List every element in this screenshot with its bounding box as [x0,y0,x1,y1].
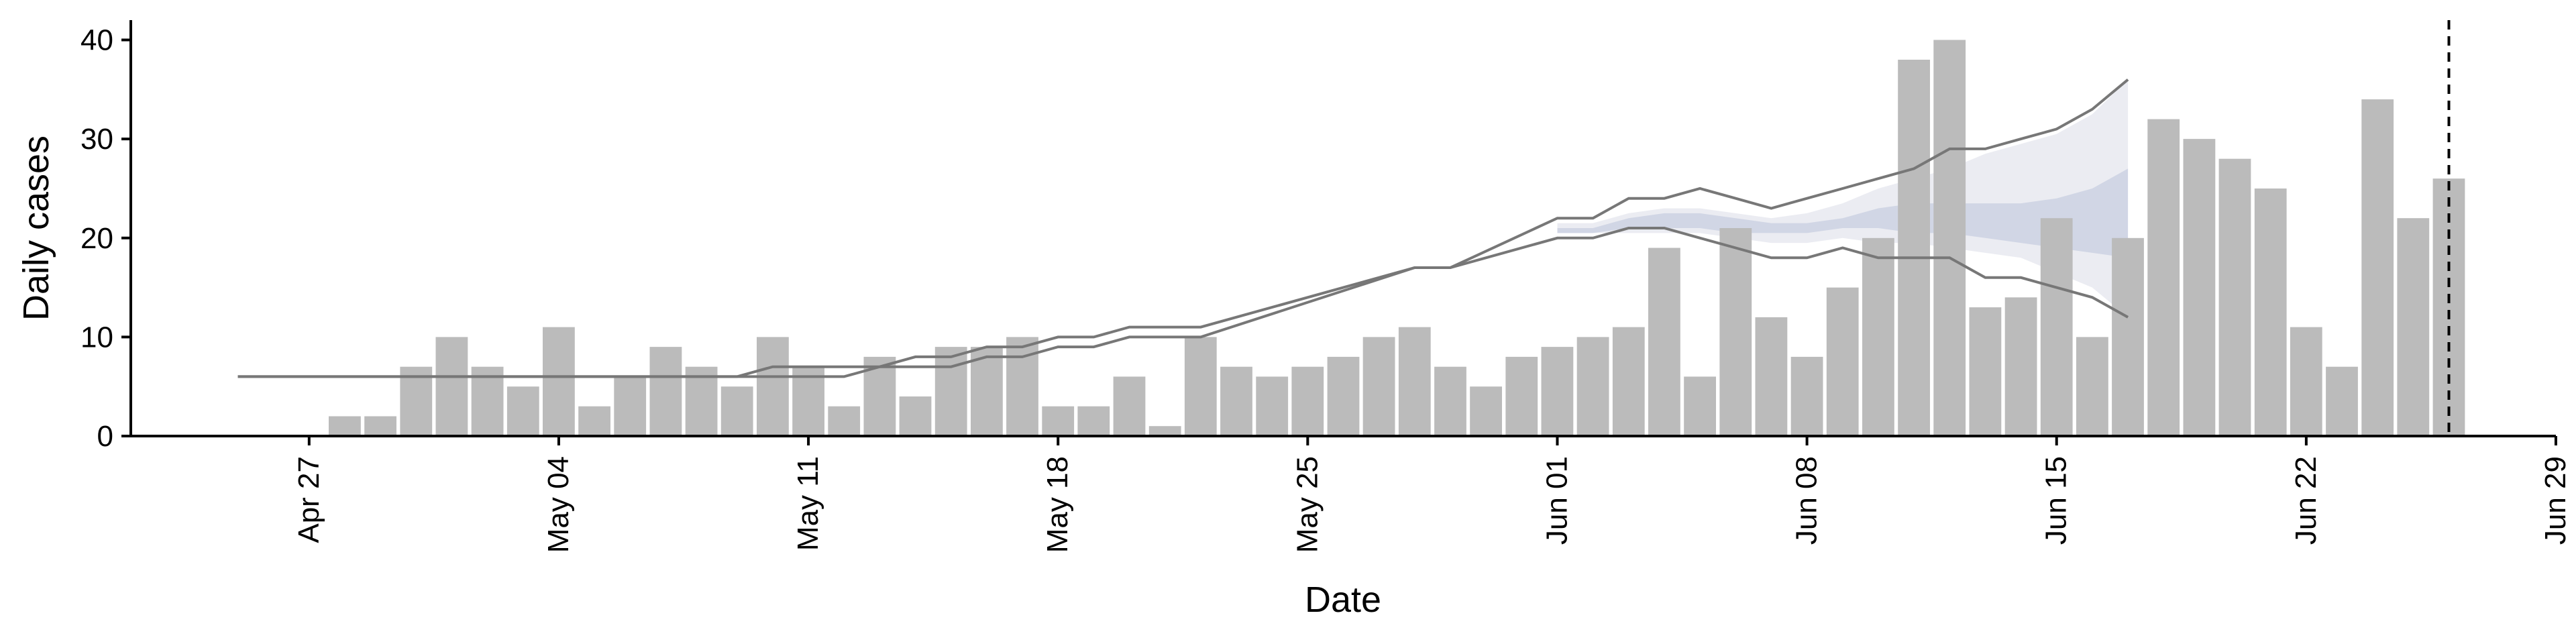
bar [1576,337,1609,436]
bar [2183,139,2216,436]
bar [757,337,789,436]
bar [2112,237,2144,436]
bar [2076,337,2108,436]
bound-lines [237,78,2129,378]
x-tick-label: Jun 08 [1790,456,1823,545]
axes: 0 10 20 30 40 Apr 27 May 04 May 11 May 18 May 25 J… [80,20,2572,553]
bar [1505,356,1538,436]
bar [1042,406,1075,436]
y-tick-label: 40 [80,24,113,57]
bar [1434,366,1466,436]
bar [1862,237,1894,436]
x-tick-label: Apr 27 [292,456,325,543]
bar [1790,356,1823,436]
bar [2397,218,2430,436]
y-tick-label: 30 [80,123,113,156]
bar [614,376,647,436]
bar [506,386,539,436]
bar [1327,356,1360,436]
bar [828,406,861,436]
x-tick-label: May 25 [1291,456,1324,553]
bar [934,347,967,436]
bar [364,416,396,436]
bar [1256,376,1289,436]
bar [792,366,824,436]
bar [2361,99,2394,436]
bar [1612,327,1645,436]
bar [899,396,932,436]
bar [1006,337,1038,436]
bar [400,366,433,436]
bar [1898,60,1930,436]
bar [1826,287,1859,436]
bar [2147,119,2180,436]
bar [329,416,361,436]
forecast-inner-band [1557,168,2129,258]
bar [649,347,682,436]
bar [2040,218,2073,436]
bar [1470,386,1502,436]
bar [1362,337,1395,436]
y-tick-label: 20 [80,222,113,255]
bar [685,366,718,436]
x-tick-label: Jun 15 [2040,456,2073,545]
x-tick-label: May 11 [792,456,824,551]
bar [1648,248,1680,436]
bar [1969,307,2002,436]
bar [2004,297,2037,436]
bar [1077,406,1110,436]
bar [578,406,610,436]
bar [1184,337,1217,436]
bar [1719,228,1752,436]
bar [1113,376,1146,436]
x-tick-label: May 18 [1041,456,1074,553]
bar [543,327,575,436]
bar [1398,327,1431,436]
bar [471,366,504,436]
bar [1684,376,1716,436]
y-axis-title: Daily cases [16,136,56,321]
bar [1220,366,1252,436]
bar [1148,426,1181,436]
bar [971,347,1003,436]
lower-bound-line [237,227,2129,378]
bar [1933,40,1966,436]
bar [1755,317,1788,436]
x-tick-label: Jun 29 [2539,456,2572,545]
y-tick-label: 0 [97,420,113,453]
bar [1541,347,1574,436]
y-tick-label: 10 [80,321,113,354]
forecast-outer-band [1557,79,2129,317]
x-tick-label: Jun 22 [2290,456,2322,545]
x-tick-label: May 04 [542,456,575,553]
bar [2290,327,2322,436]
forecast-outer-area [1557,79,2129,317]
x-axis-title: Date [1305,580,1381,620]
bar [2218,158,2251,436]
bar [2326,366,2358,436]
bar [720,386,753,436]
forecast-inner-area [1557,168,2129,258]
bar [2254,189,2287,436]
bar [1291,366,1324,436]
x-tick-label: Jun 01 [1541,456,1574,545]
bar [435,337,468,436]
